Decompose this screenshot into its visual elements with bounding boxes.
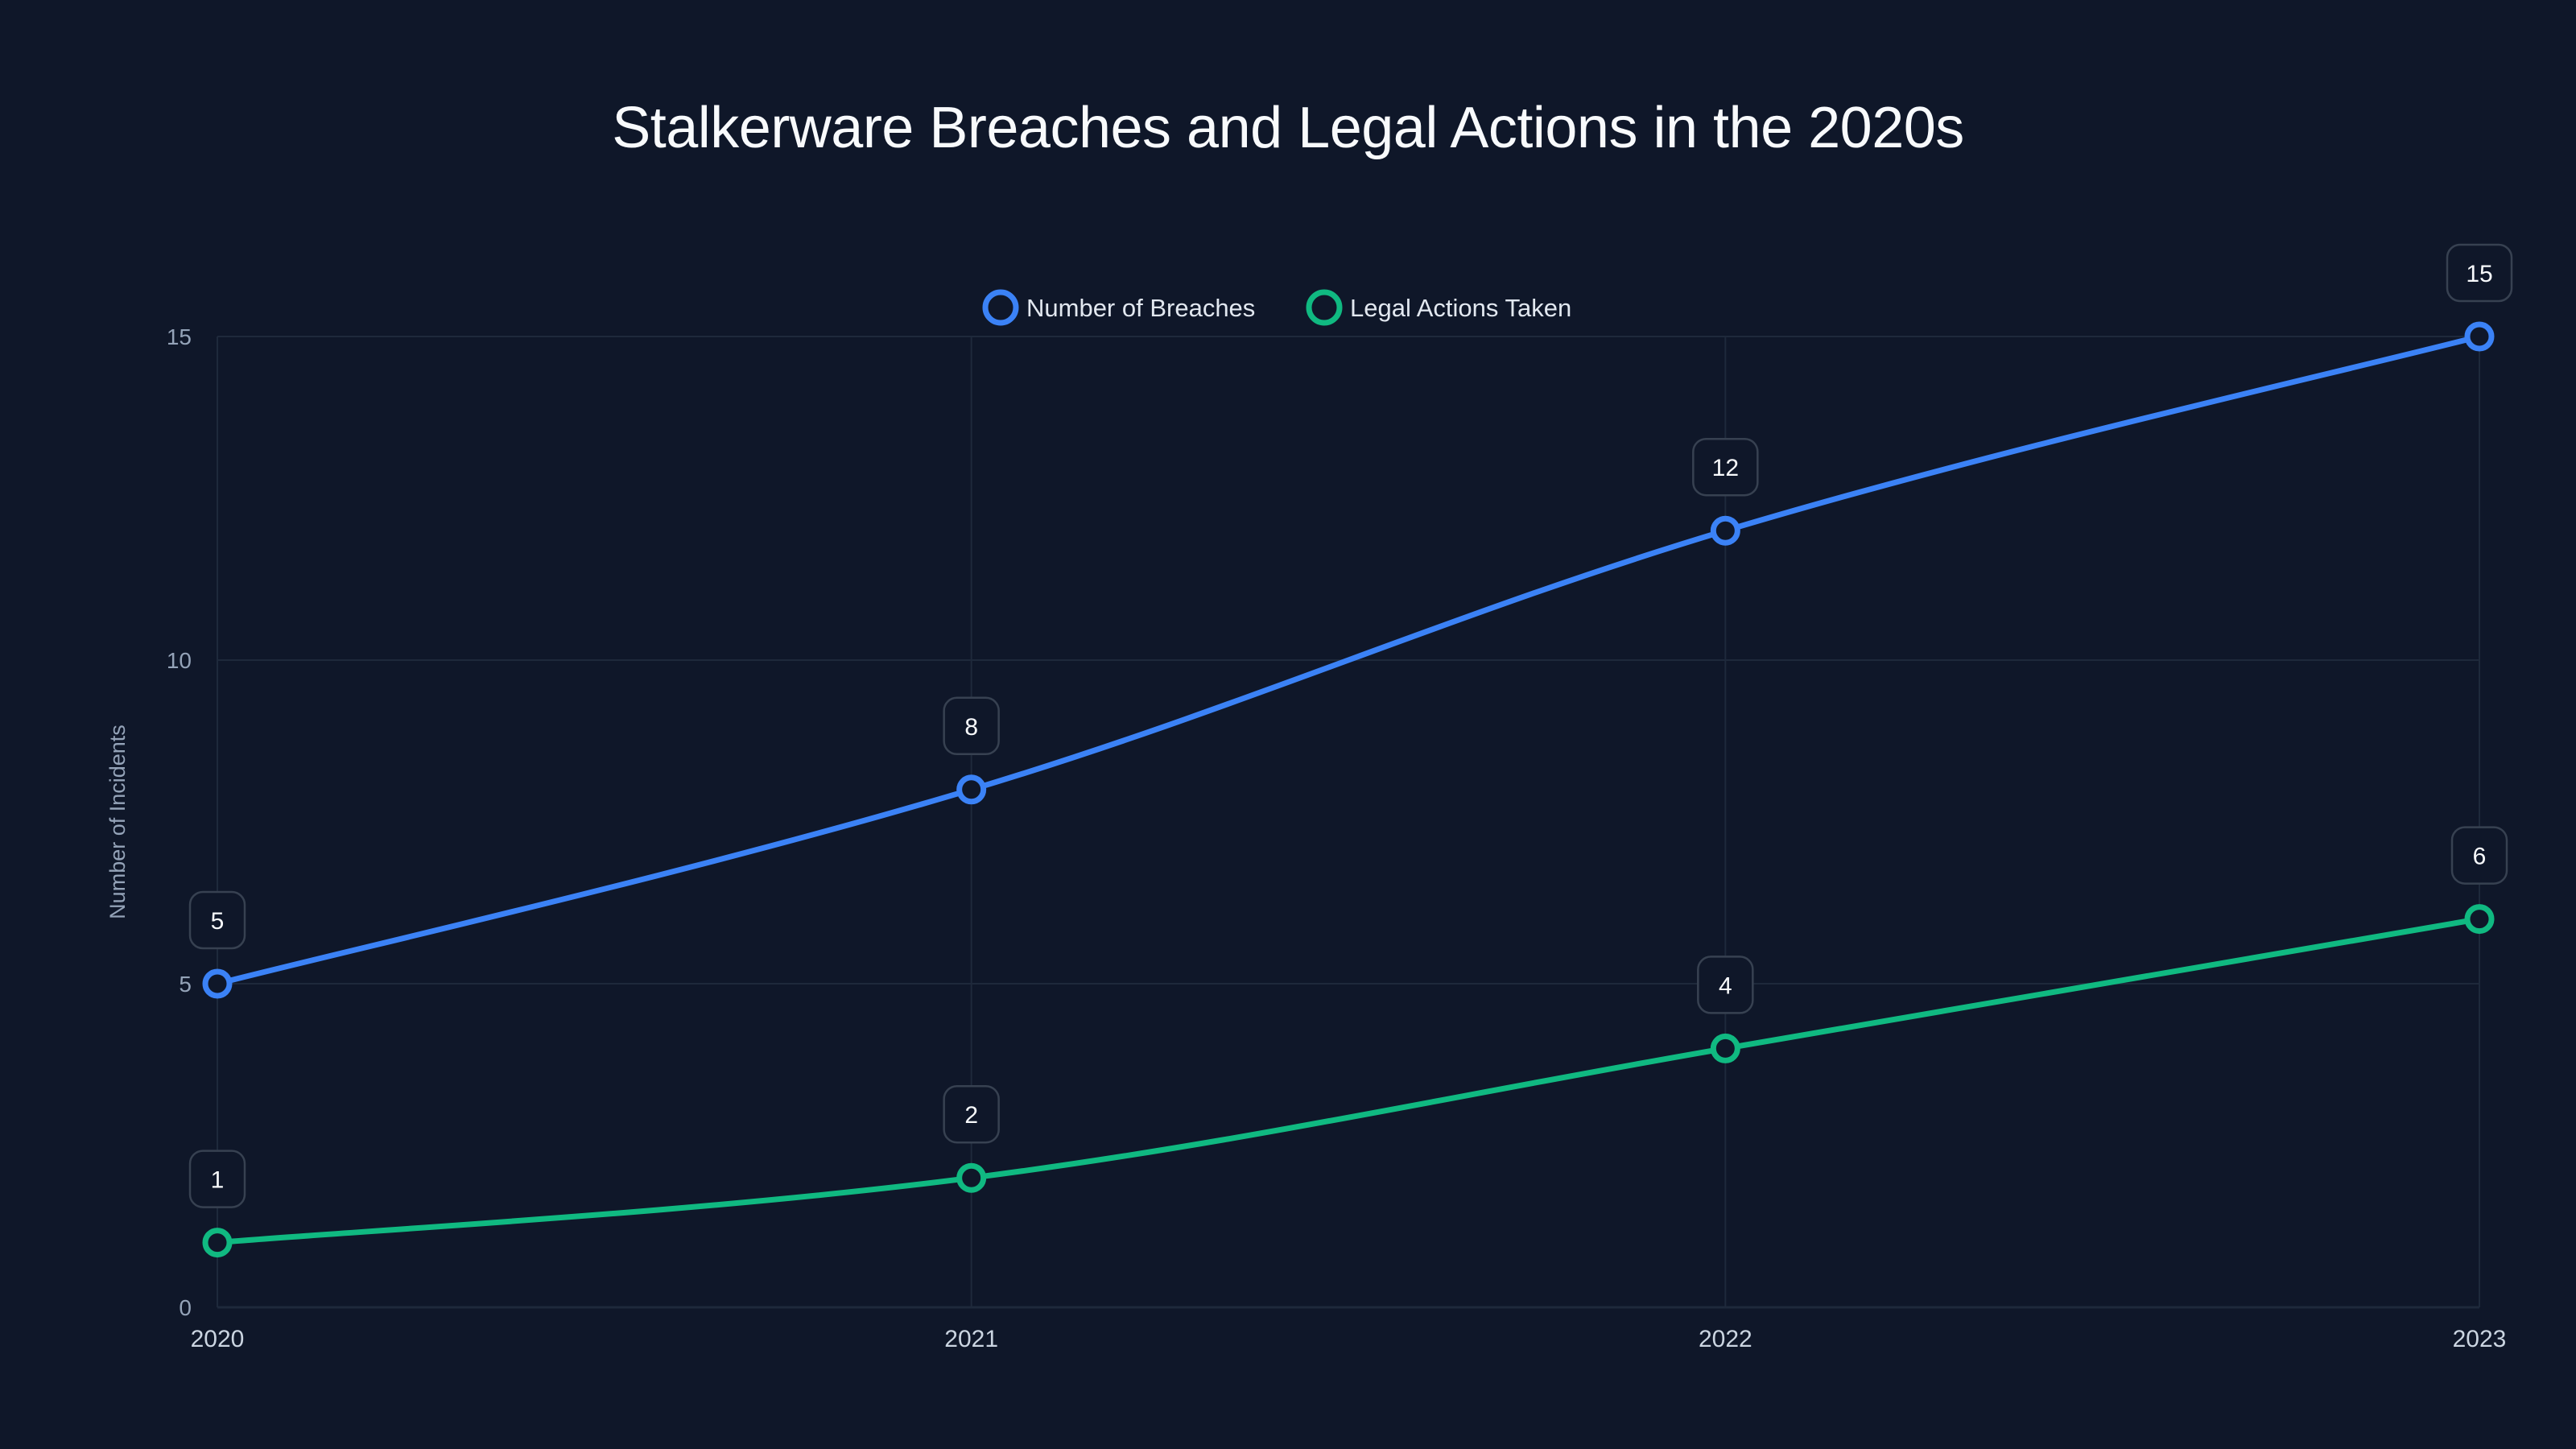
y-axis: 0 5 10 15 (167, 324, 192, 1320)
data-label-box (1692, 437, 1759, 497)
data-point-marker[interactable] (956, 774, 987, 805)
data-label-box (188, 890, 246, 950)
data-point-marker[interactable] (2464, 321, 2495, 352)
data-label: 5 (188, 890, 246, 950)
data-label-value: 2 (964, 1102, 978, 1129)
y-tick-label: 15 (167, 324, 192, 349)
legend-legal-marker-icon (1306, 289, 1343, 326)
legend: Number of Breaches Legal Actions Taken (982, 289, 1571, 326)
data-label: 15 (2446, 243, 2513, 303)
series-line (214, 333, 2483, 987)
x-tick-label: 2022 (1699, 1326, 1752, 1352)
data-label-value: 15 (2466, 261, 2492, 287)
data-label-box (2450, 826, 2508, 885)
data-point-marker[interactable] (956, 1162, 987, 1193)
series-legal (202, 904, 2495, 1258)
y-tick-label: 10 (167, 648, 192, 673)
data-label: 2 (943, 1084, 1000, 1144)
series-line (214, 916, 2483, 1246)
data-label: 8 (943, 696, 1000, 756)
data-label-value: 4 (1719, 972, 1732, 999)
x-tick-label: 2021 (944, 1326, 998, 1352)
data-label: 4 (1697, 956, 1754, 1014)
data-label-value: 1 (211, 1167, 225, 1194)
data-label-value: 5 (211, 908, 225, 935)
y-tick-label: 0 (179, 1295, 192, 1320)
data-label-value: 12 (1712, 455, 1739, 481)
legend-breaches-marker-icon (982, 289, 1019, 326)
grid-lines (217, 336, 2480, 1309)
data-label: 6 (2450, 826, 2508, 885)
data-point-marker[interactable] (202, 968, 233, 999)
chart-title: Stalkerware Breaches and Legal Actions i… (612, 96, 1964, 160)
legend-legal-label: Legal Actions Taken (1350, 294, 1571, 322)
data-point-marker[interactable] (2464, 904, 2495, 935)
data-label-box (188, 1150, 246, 1208)
legend-item-legal[interactable]: Legal Actions Taken (1306, 289, 1571, 326)
x-tick-label: 2023 (2453, 1326, 2507, 1352)
data-label-box (1697, 956, 1754, 1014)
y-tick-label: 5 (179, 972, 192, 997)
series-breaches (202, 321, 2495, 999)
data-point-marker[interactable] (1710, 515, 1740, 546)
legend-item-breaches[interactable]: Number of Breaches (982, 289, 1255, 326)
x-axis: 2020 2021 2022 2023 (191, 1326, 2507, 1352)
data-point-marker[interactable] (1710, 1033, 1740, 1063)
data-label: 12 (1692, 437, 1759, 497)
x-tick-label: 2020 (191, 1326, 245, 1352)
data-point-marker[interactable] (202, 1228, 233, 1258)
legend-breaches-label: Number of Breaches (1026, 294, 1255, 322)
data-label: 1 (188, 1150, 246, 1208)
data-label-box (2446, 243, 2513, 303)
data-label-value: 8 (964, 714, 978, 741)
data-label-box (943, 1084, 1000, 1144)
series-lines (202, 321, 2495, 1258)
data-label-box (943, 696, 1000, 756)
data-label-value: 6 (2473, 844, 2487, 870)
y-axis-title: Number of Incidents (105, 724, 130, 919)
